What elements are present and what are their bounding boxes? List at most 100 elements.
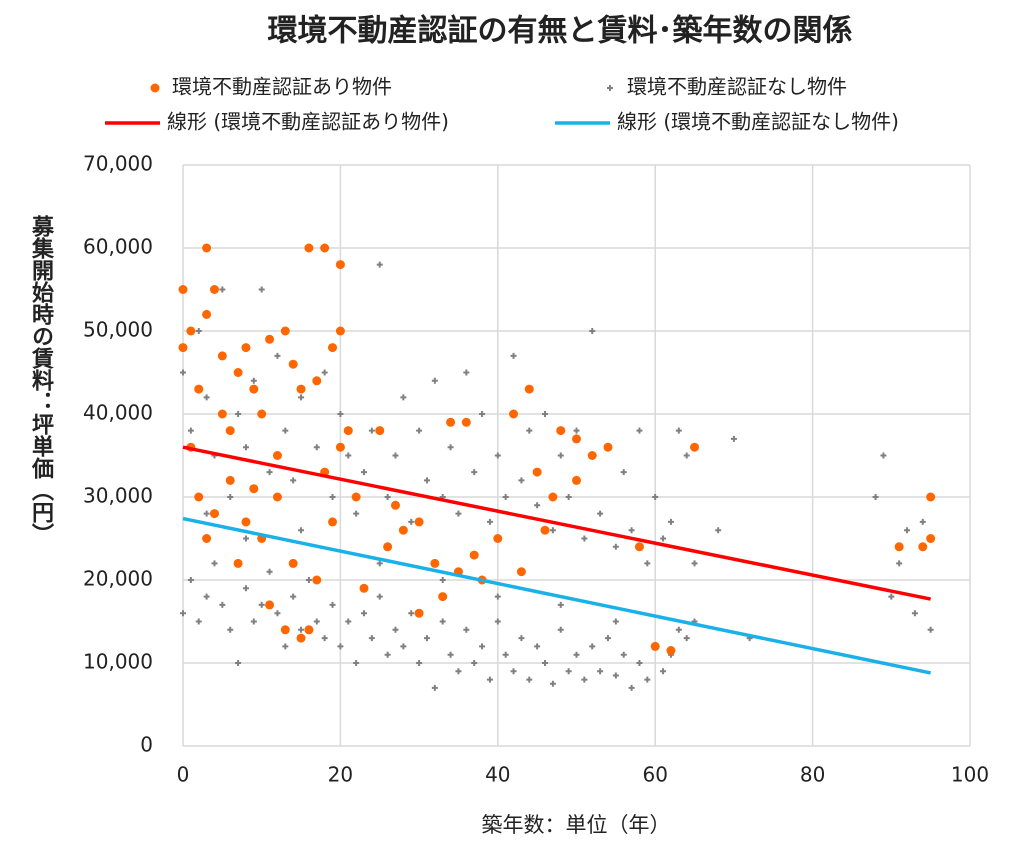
data-point bbox=[376, 261, 383, 268]
data-point bbox=[557, 601, 564, 608]
data-point bbox=[180, 610, 186, 617]
x-axis-label: 築年数：単位（年） bbox=[482, 813, 671, 837]
y-tick-label: 0 bbox=[140, 733, 153, 757]
data-point bbox=[888, 593, 895, 600]
data-point bbox=[534, 502, 541, 509]
data-point bbox=[195, 328, 202, 334]
data-point bbox=[548, 492, 558, 502]
data-point bbox=[644, 676, 651, 683]
data-point bbox=[282, 643, 289, 650]
data-point bbox=[225, 426, 235, 436]
data-point bbox=[518, 477, 525, 484]
data-point bbox=[313, 618, 320, 625]
data-point bbox=[896, 560, 903, 567]
data-point bbox=[235, 411, 242, 417]
data-point bbox=[288, 359, 298, 369]
data-point bbox=[691, 560, 698, 567]
data-point bbox=[368, 635, 375, 642]
y-tick-label: 10,000 bbox=[83, 650, 153, 674]
data-point bbox=[242, 585, 249, 592]
data-point bbox=[423, 635, 430, 642]
data-point bbox=[312, 376, 322, 386]
data-point bbox=[715, 527, 722, 534]
data-point bbox=[565, 494, 572, 500]
data-point bbox=[636, 660, 643, 666]
data-point bbox=[572, 434, 581, 444]
data-point bbox=[290, 593, 297, 600]
data-point bbox=[328, 343, 338, 353]
legend-swatch bbox=[150, 83, 160, 93]
data-point bbox=[304, 243, 314, 253]
data-point bbox=[872, 494, 879, 500]
x-tick-label: 20 bbox=[328, 763, 353, 787]
data-point bbox=[479, 411, 486, 417]
data-point bbox=[361, 610, 368, 617]
data-point bbox=[509, 409, 519, 419]
data-point bbox=[368, 427, 375, 434]
data-point bbox=[926, 534, 936, 543]
data-point bbox=[446, 417, 456, 427]
data-point bbox=[290, 477, 297, 484]
data-point bbox=[384, 494, 391, 500]
data-point bbox=[918, 542, 928, 552]
data-point bbox=[620, 469, 627, 476]
data-point bbox=[233, 558, 243, 568]
data-point bbox=[518, 635, 525, 642]
data-point bbox=[597, 510, 604, 517]
data-point bbox=[353, 510, 360, 517]
data-point bbox=[471, 469, 478, 476]
data-point bbox=[280, 625, 290, 635]
y-tick-label: 40,000 bbox=[83, 401, 153, 425]
data-point bbox=[329, 601, 336, 608]
data-point bbox=[305, 577, 312, 583]
data-point bbox=[337, 411, 344, 417]
data-point bbox=[280, 326, 290, 336]
data-point bbox=[258, 286, 265, 293]
y-tick-label: 30,000 bbox=[83, 484, 153, 508]
data-point bbox=[597, 668, 604, 675]
data-point bbox=[675, 626, 682, 633]
data-point bbox=[296, 633, 306, 643]
data-point bbox=[430, 558, 440, 568]
data-point bbox=[178, 343, 188, 353]
x-tick-label: 40 bbox=[485, 763, 510, 787]
data-point bbox=[345, 618, 352, 625]
data-point bbox=[455, 668, 462, 675]
data-point bbox=[666, 646, 676, 656]
legend-label: 線形 (環境不動産認証あり物件) bbox=[167, 110, 449, 134]
data-point bbox=[911, 610, 918, 617]
data-point bbox=[904, 527, 911, 534]
data-point bbox=[542, 660, 549, 666]
data-point bbox=[494, 618, 501, 625]
data-point bbox=[494, 452, 501, 459]
data-point bbox=[242, 444, 249, 451]
data-point bbox=[572, 475, 581, 485]
data-point bbox=[486, 518, 493, 525]
data-point bbox=[337, 643, 344, 650]
data-point bbox=[353, 660, 360, 666]
data-point bbox=[565, 668, 572, 675]
data-point bbox=[400, 394, 407, 401]
data-point bbox=[187, 427, 194, 434]
data-point bbox=[439, 618, 446, 625]
data-point bbox=[195, 618, 202, 625]
data-point bbox=[265, 334, 275, 344]
data-point bbox=[532, 467, 542, 477]
data-point bbox=[320, 243, 330, 253]
data-point bbox=[282, 427, 289, 434]
data-point bbox=[650, 641, 660, 651]
data-point bbox=[203, 510, 210, 517]
y-tick-label: 20,000 bbox=[83, 567, 153, 591]
data-point bbox=[345, 452, 352, 459]
data-point bbox=[187, 577, 194, 583]
data-point bbox=[556, 426, 566, 436]
data-point bbox=[542, 411, 549, 417]
x-tick-label: 80 bbox=[800, 763, 825, 787]
data-point bbox=[690, 442, 700, 452]
data-point bbox=[667, 518, 674, 525]
data-point bbox=[249, 484, 259, 494]
legend-label: 環境不動産認証あり物件 bbox=[172, 75, 392, 99]
data-point bbox=[479, 643, 486, 650]
data-point bbox=[180, 369, 186, 376]
data-point bbox=[894, 542, 904, 552]
